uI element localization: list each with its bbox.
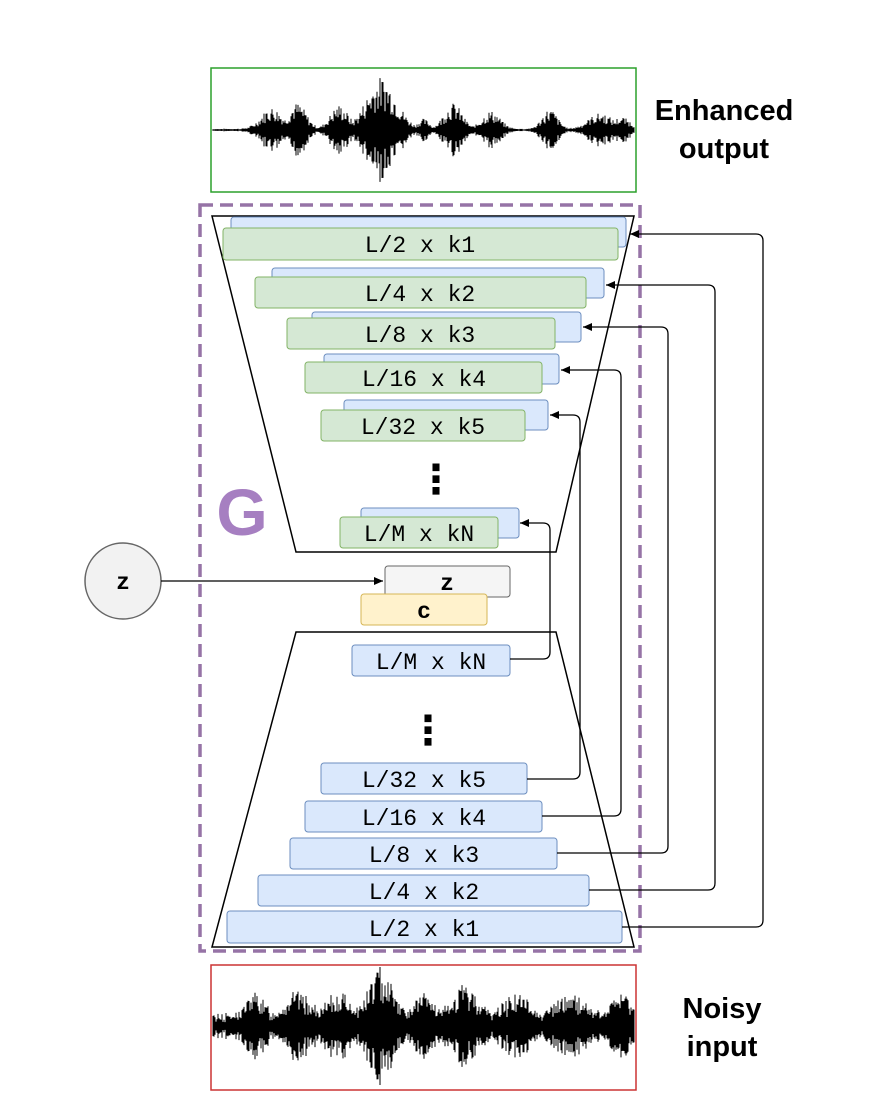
enhanced-label-line2: output bbox=[679, 133, 770, 165]
encoder-trapezoid bbox=[211, 215, 635, 553]
enhanced-waveform bbox=[212, 78, 635, 182]
encoder-layer-2 bbox=[254, 276, 587, 309]
decoder-layer-1-label: L/2 x k1 bbox=[369, 917, 479, 943]
encoder-layer-5 bbox=[320, 409, 526, 442]
decoder-layer-2-label: L/4 x k2 bbox=[369, 880, 479, 906]
skip-connections bbox=[510, 230, 764, 928]
skip-connection-5 bbox=[527, 411, 581, 780]
skip-connection-2 bbox=[589, 281, 716, 891]
skip-connection-3 bbox=[557, 323, 669, 854]
skip-connection-1 bbox=[622, 230, 764, 928]
decoder-layer-5-label: L/32 x k5 bbox=[362, 768, 486, 794]
encoder-layer-5-label: L/32 x k5 bbox=[361, 415, 485, 441]
encoder-layer-4 bbox=[304, 361, 543, 394]
encoder-layer-3-label: L/8 x k3 bbox=[365, 323, 475, 349]
decoder-layer-3-label: L/8 x k3 bbox=[369, 843, 479, 869]
encoder-layer-6-label: L/M x kN bbox=[364, 522, 474, 548]
encoder-layer-4-label: L/16 x k4 bbox=[362, 367, 486, 393]
enhanced-output-panel bbox=[210, 67, 637, 193]
noisy-waveform bbox=[212, 967, 635, 1085]
decoder-layer-4-label: L/16 x k4 bbox=[362, 806, 486, 832]
noisy-input-panel bbox=[210, 964, 637, 1091]
condition-c-label: c bbox=[417, 599, 431, 625]
encoder-layer-3 bbox=[286, 317, 556, 350]
generator-label: G bbox=[216, 475, 267, 549]
encoder-stack: L/2 x k1 L/4 x k2 L/8 x k3 L/16 x k4 L/3… bbox=[222, 216, 627, 549]
decoder-layer-6 bbox=[351, 644, 511, 677]
skip-connection-6 bbox=[510, 519, 551, 660]
encoder-layer-1 bbox=[222, 227, 619, 261]
latent-z-node-label: z bbox=[116, 570, 130, 596]
generator-boundary bbox=[198, 203, 642, 953]
noisy-label-line2: input bbox=[687, 1031, 758, 1063]
encoder-layer-6 bbox=[339, 516, 499, 549]
decoder-ellipsis: ⋮ bbox=[408, 709, 448, 753]
encoder-layer-1-label: L/2 x k1 bbox=[365, 233, 475, 259]
encoder-layer-2-label: L/4 x k2 bbox=[365, 282, 475, 308]
condition-c-block bbox=[360, 593, 488, 626]
encoder-ellipsis: ⋮ bbox=[416, 458, 456, 502]
enhanced-label-line1: Enhanced bbox=[655, 95, 794, 127]
skip-connection-4 bbox=[542, 366, 622, 817]
latent-z-block-label: z bbox=[440, 571, 454, 597]
noisy-label-line1: Noisy bbox=[683, 993, 762, 1025]
decoder-stack: L/M x kN ⋮ L/32 x k5 L/16 x k4 L/8 x k3 … bbox=[226, 644, 623, 944]
decoder-trapezoid bbox=[211, 631, 635, 948]
decoder-layer-6-label: L/M x kN bbox=[376, 650, 486, 676]
